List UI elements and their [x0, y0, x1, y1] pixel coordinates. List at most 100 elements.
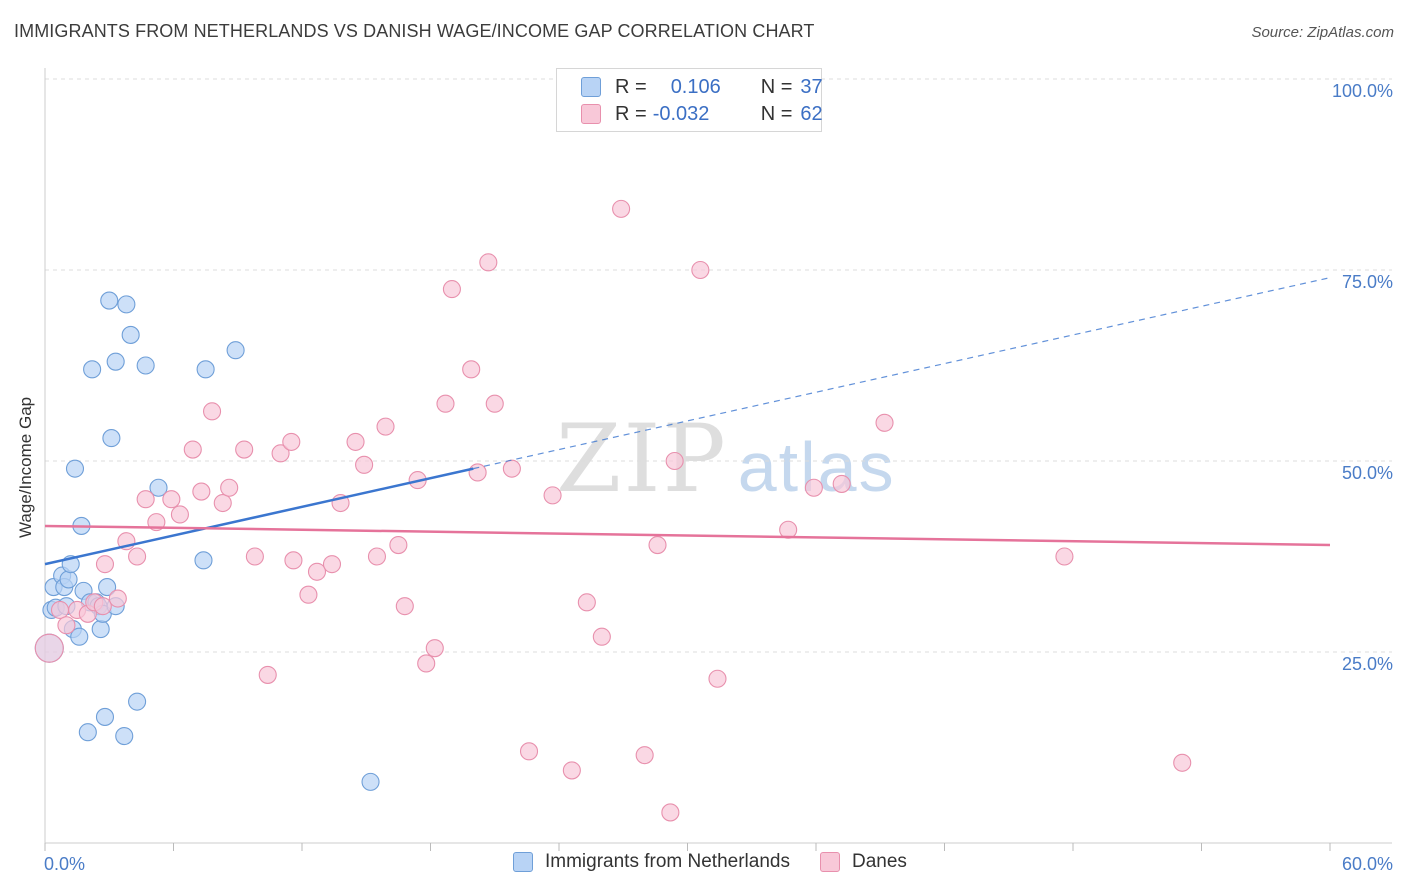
legend-n-label: N = [760, 75, 793, 98]
point-netherlands [98, 578, 117, 597]
point-danes [648, 535, 667, 555]
point-danes [1055, 547, 1074, 566]
point-danes [307, 562, 327, 581]
series-swatch-danes [819, 852, 840, 872]
point-netherlands [83, 360, 102, 379]
y-tick-label: 100.0% [1332, 81, 1393, 101]
point-danes [519, 742, 539, 761]
point-netherlands [102, 429, 121, 448]
point-danes [213, 493, 232, 513]
legend-r-value: 0.106 [670, 75, 721, 98]
chart-title: IMMIGRANTS FROM NETHERLANDS VS DANISH WA… [14, 21, 815, 41]
point-danes [804, 478, 823, 497]
point-danes [832, 474, 851, 493]
point-netherlands [361, 772, 380, 791]
correlation-legend: R = 0.106 N = 37 R = -0.032 N = 62 [556, 68, 823, 132]
point-danes [425, 639, 444, 658]
point-netherlands [91, 620, 110, 639]
point-danes [235, 440, 254, 459]
watermark-zip: ZIP [556, 405, 728, 514]
point-danes [322, 555, 342, 574]
point-danes [93, 597, 112, 616]
point-danes [562, 761, 581, 780]
point-netherlands [117, 295, 136, 314]
point-netherlands [136, 356, 155, 375]
legend-r-label: R = [615, 75, 647, 98]
watermark: ZIP atlas [556, 405, 896, 514]
point-danes [299, 585, 318, 604]
point-danes [592, 627, 611, 646]
point-danes [258, 665, 277, 684]
point-danes [271, 444, 290, 463]
point-netherlands [59, 570, 78, 589]
legend-n-label: N = [760, 102, 793, 125]
legend-swatch-danes [581, 104, 601, 124]
trendline-netherlands [44, 467, 474, 566]
legend-row-danes: R = -0.032 N = 62 [581, 102, 823, 126]
point-danes [389, 535, 408, 555]
point-netherlands [194, 551, 213, 570]
y-tick-label: 50.0% [1342, 463, 1393, 483]
point-netherlands [95, 707, 115, 726]
point-danes [442, 280, 461, 299]
point-danes [34, 633, 64, 663]
legend-r-label: R = [615, 102, 647, 125]
point-danes [128, 547, 147, 566]
point-netherlands [70, 627, 89, 646]
y-tick-label: 75.0% [1342, 272, 1393, 292]
x-tick-label: 60.0% [1342, 854, 1393, 874]
point-danes [612, 199, 631, 218]
point-danes [346, 432, 365, 451]
series-label-netherlands: Immigrants from Netherlands [545, 851, 790, 872]
point-danes [436, 394, 455, 413]
point-netherlands [78, 723, 97, 742]
point-danes [1173, 753, 1192, 772]
legend-swatch-netherlands [581, 77, 601, 97]
point-netherlands [115, 726, 134, 746]
point-danes [417, 654, 436, 673]
point-danes [282, 432, 301, 451]
point-danes [108, 589, 127, 608]
y-tick-label: 25.0% [1342, 654, 1393, 674]
source-credit: Source: ZipAtlas.com [1251, 24, 1394, 41]
point-netherlands [121, 325, 140, 344]
point-danes [395, 597, 414, 616]
point-danes [502, 459, 521, 478]
point-danes [665, 451, 684, 471]
point-netherlands [128, 692, 147, 711]
point-danes [577, 593, 596, 612]
point-danes [136, 490, 155, 509]
trendline-netherlands-extension [473, 277, 1331, 470]
point-danes [485, 394, 504, 413]
point-danes [50, 600, 70, 620]
series-legend-netherlands[interactable]: Immigrants from Netherlands [513, 851, 790, 873]
x-tick-label: 0.0% [44, 854, 85, 874]
point-danes [779, 520, 798, 539]
point-danes [479, 253, 498, 272]
series-legend-danes[interactable]: Danes [819, 851, 907, 873]
point-danes [462, 360, 481, 379]
legend-row-netherlands: R = 0.106 N = 37 [581, 75, 823, 99]
point-netherlands [65, 459, 85, 478]
point-danes [192, 482, 211, 501]
point-danes [284, 551, 303, 570]
point-danes [875, 413, 894, 432]
point-danes [245, 547, 264, 566]
series-label-danes: Danes [851, 851, 907, 872]
point-danes [661, 803, 680, 822]
point-danes [468, 463, 487, 482]
legend-r-value: -0.032 [652, 102, 710, 125]
point-netherlands [100, 291, 119, 310]
point-danes [376, 417, 395, 436]
point-danes [355, 455, 374, 474]
point-netherlands [196, 360, 215, 379]
point-danes [367, 547, 387, 566]
legend-n-value: 37 [800, 75, 823, 98]
point-netherlands [106, 352, 125, 371]
trendline-danes [44, 524, 1331, 547]
series-legend: Immigrants from Netherlands Danes [513, 851, 937, 873]
series-swatch-netherlands [513, 852, 533, 872]
point-danes [203, 402, 222, 421]
point-danes [57, 616, 76, 635]
